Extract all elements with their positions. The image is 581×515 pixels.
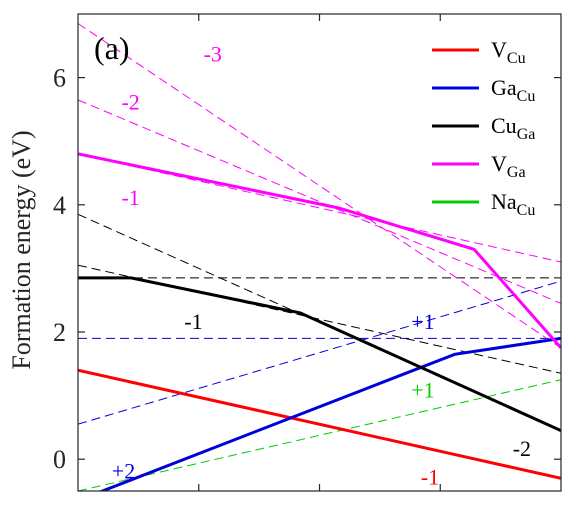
y-tick-label-0: 0: [53, 445, 66, 474]
charge-label-1: -2: [121, 89, 139, 114]
panel-label: (a): [94, 30, 130, 66]
legend-label-0: VCu: [491, 37, 526, 67]
series-line-cuga: [78, 276, 561, 432]
series-line-vga-3-dashed: [78, 23, 561, 349]
series-line-nacu-1-dashed: [78, 379, 561, 491]
series-line-vga-1-dashed: [78, 153, 561, 263]
charge-label-2: -1: [121, 185, 139, 210]
charge-label-0: -3: [204, 42, 222, 67]
series-line-gacu: [98, 336, 561, 491]
charge-label-3: -1: [184, 309, 202, 334]
series-lines: [78, 23, 561, 491]
legend-label-3: VGa: [491, 151, 526, 181]
series-line-gacu-2-dashed: [78, 280, 561, 425]
axis-ticks: 0 2 4 6: [53, 14, 561, 491]
y-axis-label: Formation energy (eV): [7, 130, 36, 369]
legend-label-4: NaCu: [491, 189, 535, 219]
legend-label-1: GaCu: [491, 75, 535, 105]
series-line-vga-2-dashed: [78, 99, 561, 304]
y-tick-label-1: 2: [53, 318, 66, 347]
series-line-cuga-1-dashed: [78, 264, 561, 374]
series-line-vcu: [78, 368, 561, 480]
charge-label-6: -2: [513, 436, 531, 461]
charge-label-7: -1: [421, 465, 439, 490]
charge-state-labels: -3 -2 -1 -1 +1 +1 -2 -1 +2: [112, 42, 531, 490]
legend-label-2: CuGa: [491, 113, 535, 143]
plot-frame: [77, 13, 562, 492]
y-tick-label-2: 4: [53, 191, 66, 220]
series-line-vga: [78, 152, 561, 349]
charge-label-8: +2: [112, 458, 135, 483]
legend: VCu GaCu CuGa VGa NaCu: [432, 37, 535, 219]
y-tick-label-3: 6: [53, 64, 66, 93]
charge-label-4: +1: [411, 309, 434, 334]
charge-label-5: +1: [411, 378, 434, 403]
